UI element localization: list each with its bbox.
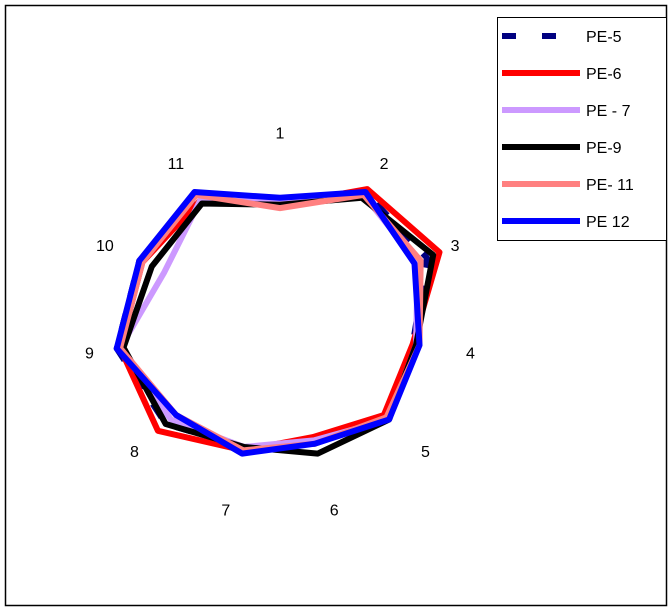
legend-label-0: PE-5 xyxy=(586,29,622,46)
category-label-8: 8 xyxy=(130,444,139,461)
legend: PE-5 PE-6 PE - 7 PE-9 PE- 11 PE 12 xyxy=(497,17,667,241)
category-label-9: 9 xyxy=(85,345,94,362)
category-label-10: 10 xyxy=(96,238,114,255)
category-label-4: 4 xyxy=(466,345,475,362)
category-label-5: 5 xyxy=(421,444,430,461)
legend-label-3: PE-9 xyxy=(586,140,622,157)
series-layer xyxy=(113,186,443,457)
category-label-3: 3 xyxy=(451,238,460,255)
category-label-6: 6 xyxy=(330,503,339,520)
legend-label-5: PE 12 xyxy=(586,214,630,231)
category-label-7: 7 xyxy=(221,503,230,520)
legend-label-1: PE-6 xyxy=(586,66,622,83)
category-labels: 1 2 3 4 5 6 7 8 9 10 11 xyxy=(85,126,475,520)
category-label-1: 1 xyxy=(276,126,285,143)
legend-box xyxy=(497,17,667,241)
legend-label-4: PE- 11 xyxy=(586,177,634,194)
category-label-2: 2 xyxy=(380,156,389,173)
legend-label-2: PE - 7 xyxy=(586,103,631,120)
series-line-5 xyxy=(113,189,423,457)
category-label-11: 11 xyxy=(168,156,185,173)
